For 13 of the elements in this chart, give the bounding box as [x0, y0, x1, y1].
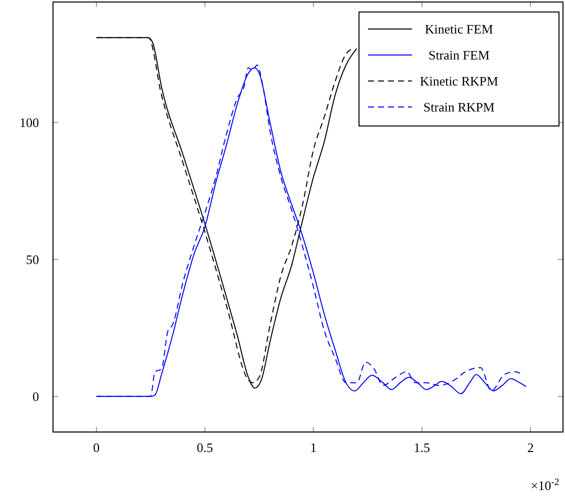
legend-label: Strain FEM: [428, 48, 490, 62]
y-tick-label: 0: [32, 388, 39, 404]
x-tick-label: 1: [310, 440, 317, 455]
x-tick-label: 2: [527, 440, 534, 455]
y-tick-label: 100: [20, 115, 39, 130]
legend-label: Kinetic RKPM: [420, 74, 499, 88]
legend-label: Kinetic FEM: [424, 22, 494, 36]
text: ×10$^{-2}$: [530, 476, 560, 493]
x-tick-label: 0: [93, 440, 100, 455]
x-tick-label: 1.5: [414, 440, 430, 455]
legend-label: Strain RKPM: [423, 100, 496, 114]
y-tick-label: 50: [26, 252, 39, 267]
x-tick-label: 0.5: [196, 440, 214, 455]
